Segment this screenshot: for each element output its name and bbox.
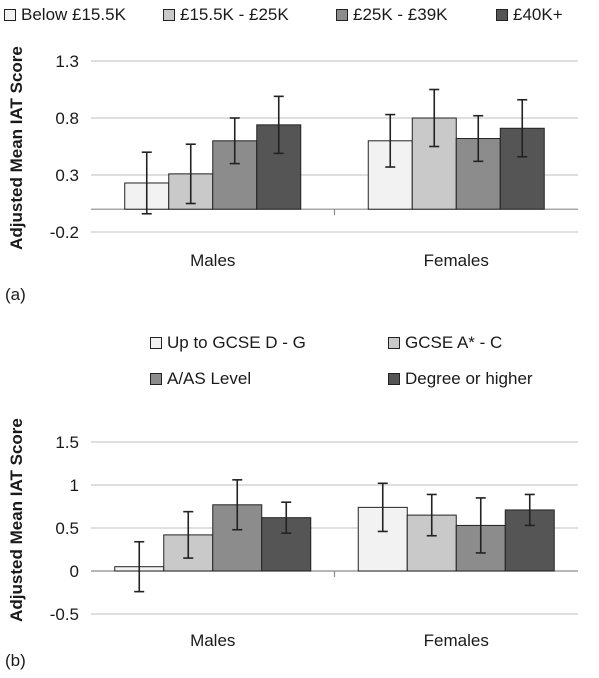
x-category-label: Males bbox=[190, 631, 235, 650]
legend-label: Below £15.5K bbox=[21, 5, 126, 24]
legend: Below £15.5K £15.5K - £25K £25K - £39K £… bbox=[0, 0, 599, 30]
y-tick-label: -0.2 bbox=[50, 223, 79, 242]
bar bbox=[406, 514, 457, 572]
legend-swatch bbox=[336, 9, 348, 21]
legend-label: £15.5K - £25K bbox=[180, 5, 289, 24]
y-tick-label: -0.5 bbox=[50, 605, 79, 624]
legend-label: Degree or higher bbox=[405, 369, 533, 388]
legend-item: £25K - £39K bbox=[336, 5, 448, 25]
y-tick-label: 1 bbox=[70, 476, 79, 495]
chart-plot-area: 1.5 1 0.5 0 -0.5 Males Females bbox=[50, 433, 578, 650]
chart-panel-b: Up to GCSE D - G GCSE A* - C A/AS Level … bbox=[0, 330, 599, 678]
legend-item: A/AS Level bbox=[150, 369, 251, 389]
legend-item: Up to GCSE D - G bbox=[150, 333, 306, 353]
legend-swatch bbox=[163, 9, 175, 21]
legend: Up to GCSE D - G GCSE A* - C A/AS Level … bbox=[0, 330, 599, 410]
legend-item: Degree or higher bbox=[388, 369, 533, 389]
legend-label: Up to GCSE D - G bbox=[167, 333, 306, 352]
legend-swatch bbox=[4, 9, 16, 21]
legend-swatch bbox=[388, 373, 400, 385]
x-category-label: Males bbox=[190, 251, 235, 270]
legend-swatch bbox=[150, 373, 162, 385]
y-tick-label: 0.5 bbox=[55, 519, 79, 538]
legend-swatch bbox=[388, 337, 400, 349]
legend-label: £25K - £39K bbox=[353, 5, 448, 24]
legend-label: A/AS Level bbox=[167, 369, 252, 388]
x-category-label: Females bbox=[424, 251, 489, 270]
legend-label: £40K+ bbox=[513, 5, 563, 24]
y-tick-label: 1.3 bbox=[55, 52, 79, 71]
y-tick-label: 1.5 bbox=[55, 433, 79, 452]
legend-item: £40K+ bbox=[496, 5, 563, 25]
legend-swatch bbox=[150, 337, 162, 349]
legend-item: Below £15.5K bbox=[4, 5, 126, 25]
chart-panel-a: Below £15.5K £15.5K - £25K £25K - £39K £… bbox=[0, 0, 599, 320]
legend-swatch bbox=[496, 9, 508, 21]
legend-item: £15.5K - £25K bbox=[163, 5, 289, 25]
chart-plot-area: 1.3 0.8 0.3 -0.2 Males Females bbox=[50, 52, 578, 270]
y-tick-label: 0.3 bbox=[55, 166, 79, 185]
panel-label: (b) bbox=[5, 651, 26, 670]
panel-label: (a) bbox=[5, 285, 26, 304]
y-tick-label: 0 bbox=[70, 562, 79, 581]
x-category-label: Females bbox=[424, 631, 489, 650]
y-tick-label: 0.8 bbox=[55, 109, 79, 128]
legend-item: GCSE A* - C bbox=[388, 333, 502, 353]
legend-label: GCSE A* - C bbox=[405, 333, 503, 352]
